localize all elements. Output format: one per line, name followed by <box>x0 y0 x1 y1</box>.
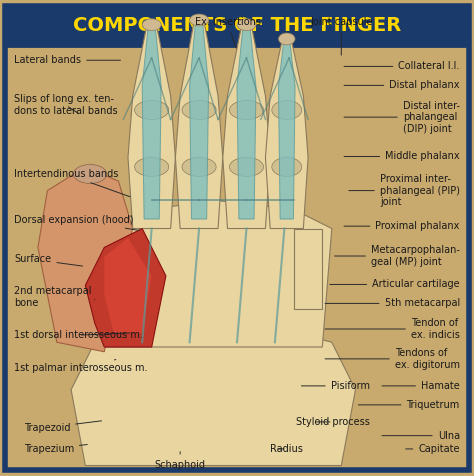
Polygon shape <box>265 34 308 228</box>
Text: Distal inter-
phalangeal
(DIP) joint: Distal inter- phalangeal (DIP) joint <box>344 100 460 134</box>
Text: Proximal phalanx: Proximal phalanx <box>344 221 460 231</box>
Ellipse shape <box>229 100 264 119</box>
Ellipse shape <box>73 165 107 183</box>
Polygon shape <box>142 30 161 219</box>
Ellipse shape <box>272 158 301 177</box>
Polygon shape <box>278 44 295 219</box>
Text: Pisiform: Pisiform <box>301 381 370 391</box>
Text: Ex. insertions: Ex. insertions <box>194 17 261 48</box>
Polygon shape <box>237 30 256 219</box>
Text: Metacarpophalan-
geal (MP) joint: Metacarpophalan- geal (MP) joint <box>335 245 460 267</box>
Ellipse shape <box>135 100 169 119</box>
Ellipse shape <box>142 19 161 30</box>
Text: Radius: Radius <box>271 444 303 454</box>
Text: Articular cartilage: Articular cartilage <box>330 279 460 289</box>
Text: Middle phalanx: Middle phalanx <box>344 151 460 161</box>
Text: Proximal inter-
phalangeal (PIP)
joint: Proximal inter- phalangeal (PIP) joint <box>349 174 460 207</box>
Text: Distal phalanx: Distal phalanx <box>344 80 460 90</box>
Text: 1st palmar interosseous m.: 1st palmar interosseous m. <box>14 359 148 373</box>
Text: Dorsal expansion (hood): Dorsal expansion (hood) <box>14 215 139 230</box>
Polygon shape <box>71 323 356 466</box>
Text: Intertendinous bands: Intertendinous bands <box>14 169 130 197</box>
Text: Hamate: Hamate <box>382 381 460 391</box>
Text: Capitate: Capitate <box>406 444 460 454</box>
Polygon shape <box>175 15 223 228</box>
Ellipse shape <box>229 158 264 177</box>
Ellipse shape <box>237 19 256 30</box>
Polygon shape <box>95 200 332 347</box>
Polygon shape <box>85 228 166 347</box>
Text: Joint capsule: Joint capsule <box>310 17 373 55</box>
Text: Slips of long ex. ten-
dons to lateral bands: Slips of long ex. ten- dons to lateral b… <box>14 94 118 116</box>
Bar <box>294 228 322 309</box>
Polygon shape <box>128 20 175 228</box>
Text: Surface: Surface <box>14 254 82 266</box>
Ellipse shape <box>135 158 169 177</box>
Text: COMPONENTS OF THE FINGER: COMPONENTS OF THE FINGER <box>73 16 401 35</box>
Text: 1st dorsal interosseous m.: 1st dorsal interosseous m. <box>14 330 143 340</box>
Polygon shape <box>104 238 152 333</box>
Ellipse shape <box>272 100 301 119</box>
Text: Schaphoid: Schaphoid <box>155 452 206 469</box>
Text: Styloid process: Styloid process <box>296 417 370 427</box>
Ellipse shape <box>182 158 216 177</box>
Text: Ulna: Ulna <box>382 431 460 441</box>
Ellipse shape <box>278 33 295 45</box>
Text: 5th metacarpal: 5th metacarpal <box>325 298 460 308</box>
Text: Lateral bands: Lateral bands <box>14 55 120 65</box>
Polygon shape <box>223 20 270 228</box>
Polygon shape <box>38 167 133 352</box>
Text: Trapezoid: Trapezoid <box>24 421 101 433</box>
Text: Tendons of
ex. digitorum: Tendons of ex. digitorum <box>325 348 460 370</box>
Text: Tendon of
ex. indicis: Tendon of ex. indicis <box>325 318 460 340</box>
Bar <box>5 6 469 46</box>
Polygon shape <box>190 25 209 219</box>
Ellipse shape <box>190 14 209 26</box>
Text: 2nd metacarpal
bone: 2nd metacarpal bone <box>14 287 95 308</box>
Text: Triquetrum: Triquetrum <box>358 400 460 410</box>
Text: Trapezium: Trapezium <box>24 444 87 454</box>
Text: Collateral l.l.: Collateral l.l. <box>344 61 460 71</box>
Ellipse shape <box>182 100 216 119</box>
